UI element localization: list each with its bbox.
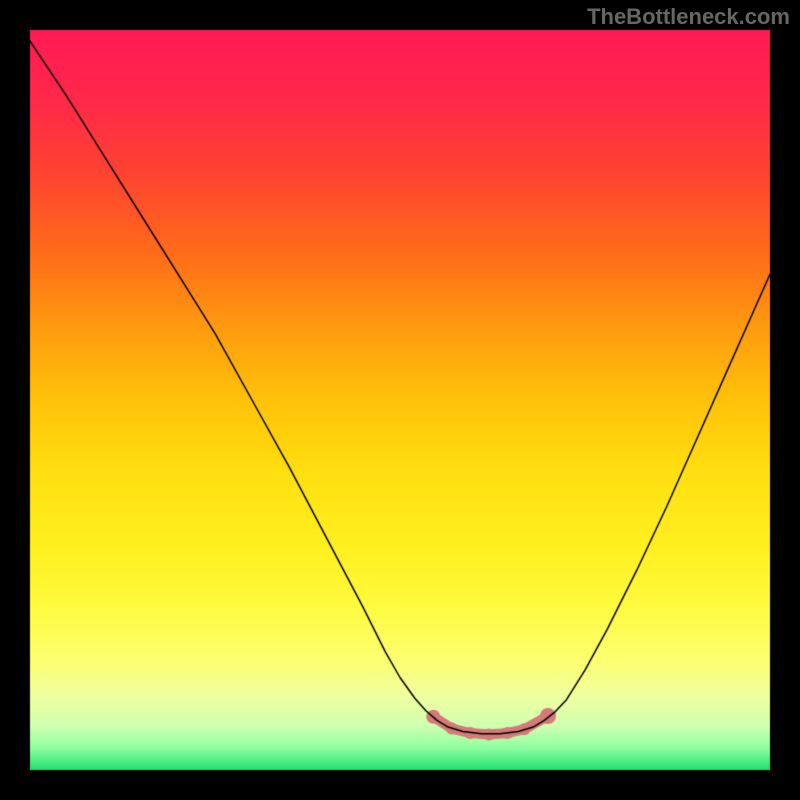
bottleneck-chart-canvas bbox=[0, 0, 800, 800]
watermark-text: TheBottleneck.com bbox=[587, 4, 790, 30]
